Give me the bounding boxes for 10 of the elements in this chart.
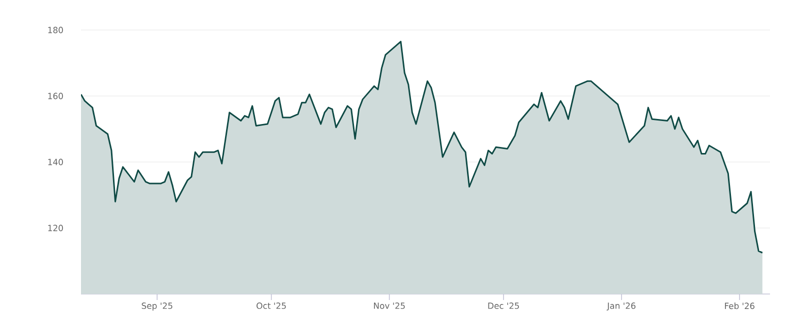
x-tick-label: Oct '25: [256, 302, 286, 309]
x-tick-label: Sep '25: [142, 302, 172, 311]
y-tick-label: 120: [48, 224, 63, 232]
y-tick-label: 180: [48, 26, 63, 34]
x-tick-label: Dec '25: [488, 302, 519, 309]
x-tick-label: Nov '25: [374, 302, 405, 309]
y-tick-label: 160: [48, 92, 63, 100]
y-tick-label: 140: [48, 158, 63, 166]
x-tick-label: Jan '26: [606, 302, 636, 311]
x-tick-label: Feb '26: [724, 302, 754, 310]
